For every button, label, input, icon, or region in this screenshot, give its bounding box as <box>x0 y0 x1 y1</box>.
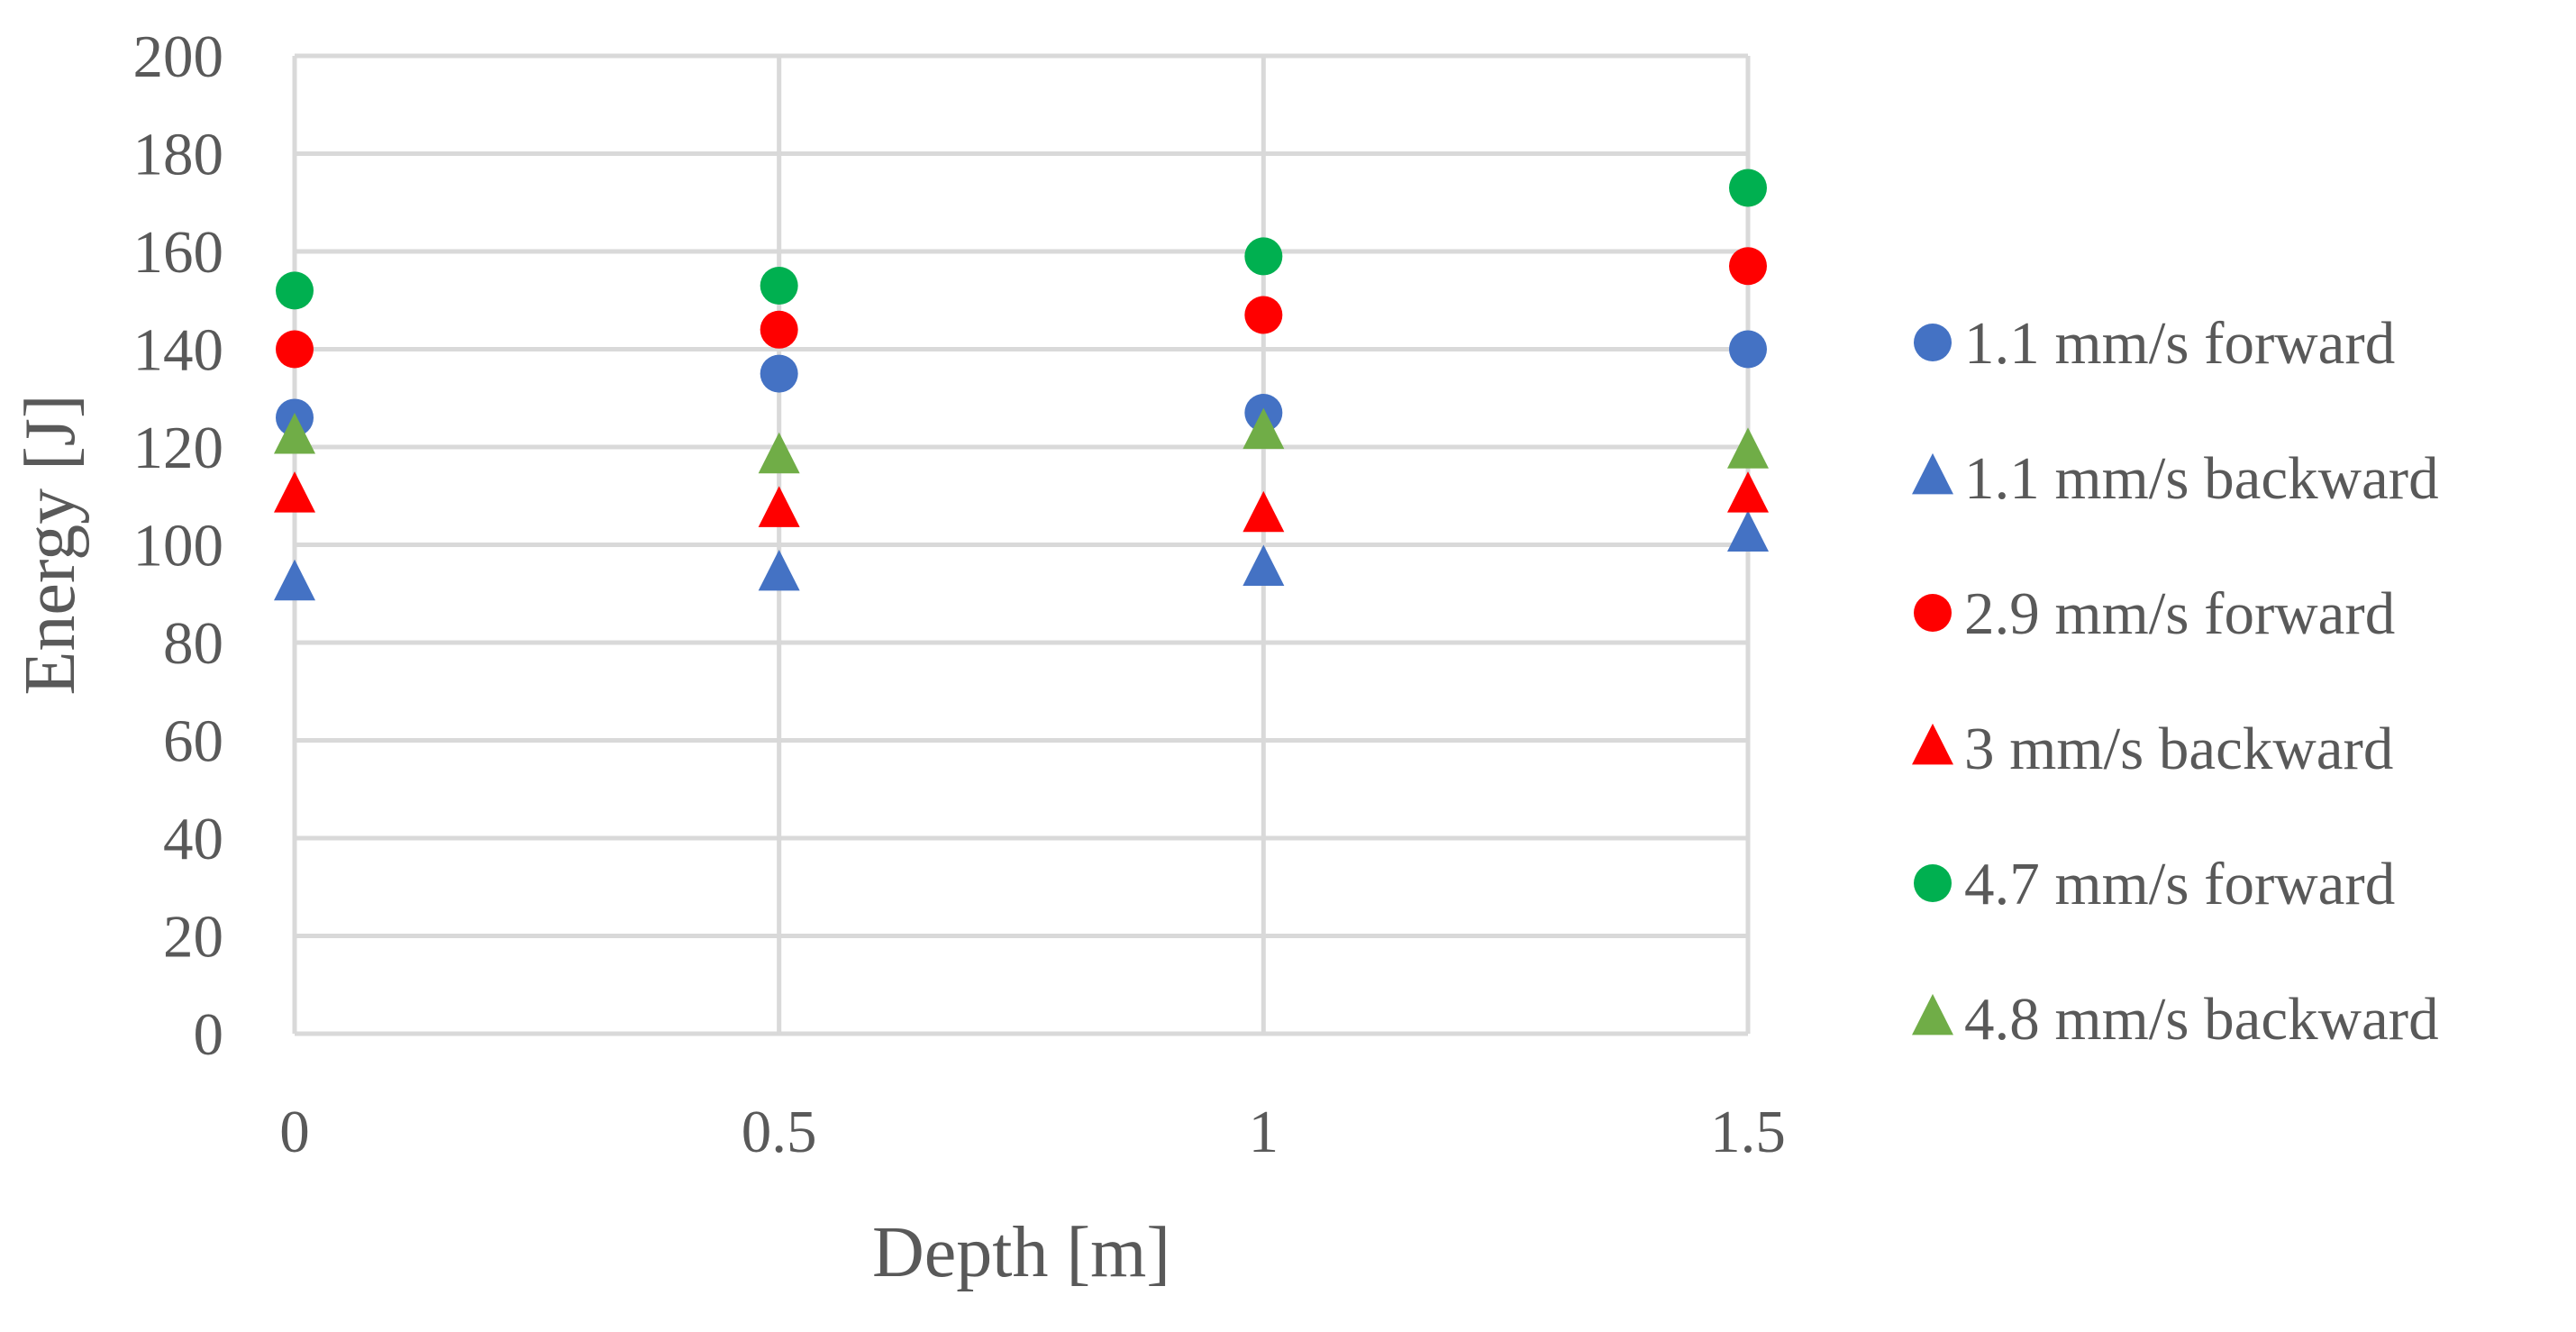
series-1-1-mm-s-forward <box>276 330 1767 437</box>
legend-item: 4.7 mm/s forward <box>1914 851 2395 917</box>
x-tick-label: 1 <box>1249 1099 1279 1165</box>
y-axis-title: Energy [J] <box>11 395 90 696</box>
data-point <box>1729 330 1767 369</box>
legend-label: 4.7 mm/s forward <box>1964 851 2395 917</box>
data-point <box>274 413 315 454</box>
x-tick-label: 0 <box>279 1099 310 1165</box>
y-tick-label: 80 <box>163 610 223 677</box>
y-tick-label: 120 <box>133 415 224 481</box>
legend-label: 1.1 mm/s forward <box>1964 310 2395 377</box>
x-axis-title: Depth [m] <box>872 1213 1170 1292</box>
y-tick-label: 200 <box>133 23 224 90</box>
y-tick-label: 100 <box>133 513 224 579</box>
x-tick-label: 0.5 <box>742 1099 817 1165</box>
data-point <box>758 486 800 527</box>
legend-label: 2.9 mm/s forward <box>1964 580 2395 647</box>
legend-label: 1.1 mm/s backward <box>1964 445 2439 512</box>
series-4-7-mm-s-forward <box>276 169 1767 310</box>
data-points <box>274 169 1769 601</box>
gridlines <box>292 53 1751 1036</box>
series-3-mm-s-backward <box>274 471 1769 533</box>
data-point <box>1729 169 1767 207</box>
y-tick-label: 60 <box>163 708 223 775</box>
y-tick-label: 160 <box>133 219 224 286</box>
data-point <box>758 549 800 591</box>
legend-item: 3 mm/s backward <box>1912 716 2393 782</box>
data-point <box>1242 544 1285 586</box>
legend-marker <box>1912 993 1953 1035</box>
data-point <box>276 330 314 369</box>
data-point <box>760 266 798 305</box>
data-point <box>1729 247 1767 286</box>
y-tick-label: 0 <box>194 1001 224 1068</box>
data-point <box>274 471 315 513</box>
data-point <box>760 310 798 349</box>
y-tick-label: 20 <box>163 904 223 971</box>
data-point <box>1727 427 1769 469</box>
series-2-9-mm-s-forward <box>276 247 1767 369</box>
data-point <box>1727 510 1769 552</box>
legend-item: 1.1 mm/s forward <box>1914 310 2395 377</box>
legend: 1.1 mm/s forward 1.1 mm/s backward 2.9 mm/… <box>1912 310 2439 1053</box>
data-point <box>1244 296 1283 334</box>
legend-label: 4.8 mm/s backward <box>1964 986 2439 1053</box>
y-tick-label: 140 <box>133 317 224 384</box>
data-point <box>758 432 800 474</box>
series-1-1-mm-s-backward <box>274 510 1769 601</box>
legend-marker <box>1912 452 1953 495</box>
legend-item: 2.9 mm/s forward <box>1914 580 2395 647</box>
legend-label: 3 mm/s backward <box>1964 716 2393 782</box>
legend-item: 1.1 mm/s backward <box>1912 445 2439 512</box>
data-point <box>276 271 314 310</box>
y-axis-ticks: 0 20 40 60 80 100 120 140 160 180 200 <box>133 23 224 1068</box>
data-point <box>1242 490 1285 533</box>
data-point <box>760 354 798 393</box>
data-point <box>1244 237 1283 276</box>
x-axis-ticks: 0 0.5 1 1.5 <box>279 1099 1786 1165</box>
legend-marker <box>1912 723 1953 765</box>
legend-marker <box>1914 594 1952 632</box>
data-point <box>1242 407 1285 450</box>
legend-marker <box>1914 324 1952 361</box>
series-4-8-mm-s-backward <box>274 407 1769 474</box>
data-point <box>1727 471 1769 513</box>
y-tick-label: 180 <box>133 122 224 188</box>
x-tick-label: 1.5 <box>1710 1099 1786 1165</box>
legend-item: 4.8 mm/s backward <box>1912 986 2439 1053</box>
y-tick-label: 40 <box>163 806 223 872</box>
legend-marker <box>1914 864 1952 902</box>
data-point <box>274 559 315 601</box>
